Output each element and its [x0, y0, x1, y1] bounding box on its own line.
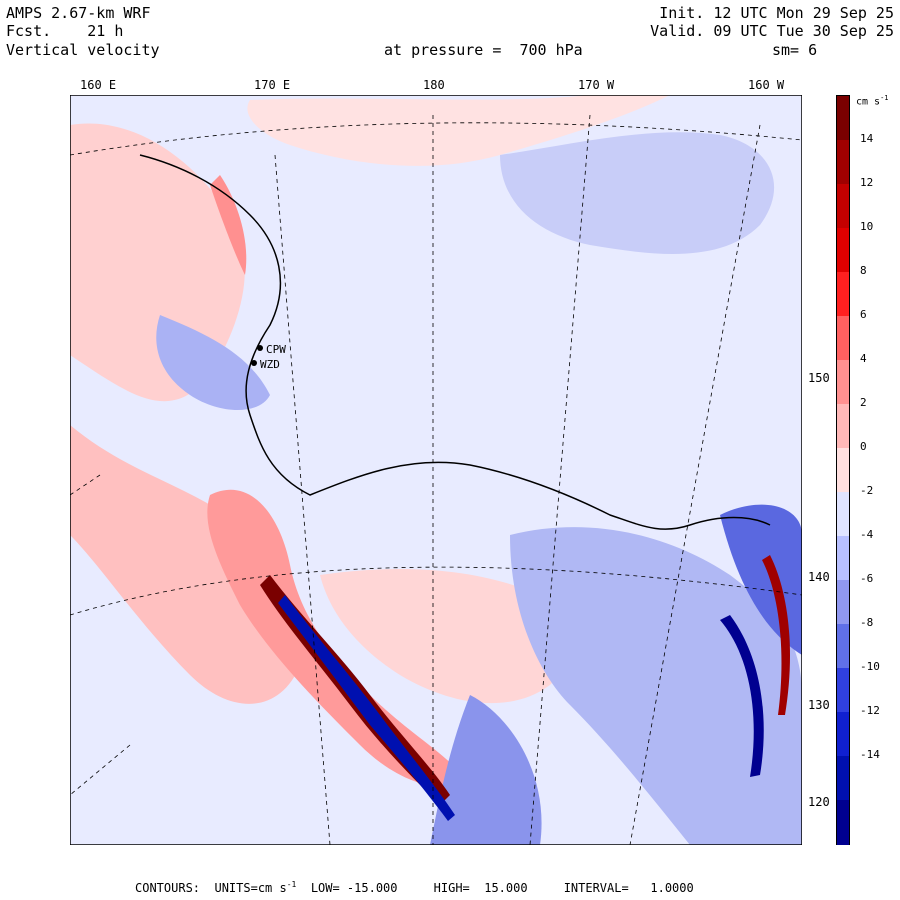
colorbar-tick-label: 4 [860, 352, 867, 365]
colorbar-tick-label: 12 [860, 176, 874, 189]
blue-region-northeast [500, 132, 775, 254]
red-region-north [247, 95, 671, 166]
updraft-band-east [762, 555, 790, 715]
graticule [70, 114, 802, 845]
pressure-level: at pressure = 700 hPa [384, 41, 583, 59]
contour-low: LOW= -15.000 [310, 881, 398, 895]
contour-units: CONTOURS: UNITS=cm s [135, 881, 287, 895]
colorbar-tick-label: -8 [860, 616, 874, 629]
blue-region-south [430, 695, 542, 845]
colorbar-segment [837, 668, 849, 713]
colorbar-segment [837, 404, 849, 449]
colorbar-segment [837, 492, 849, 537]
red-region-west [70, 425, 303, 704]
colorbar-tick-label: 0 [860, 440, 867, 453]
red-region-ross [320, 569, 575, 704]
colorbar-tick-label: -4 [860, 528, 874, 541]
colorbar-unit-exponent: -1 [880, 94, 889, 102]
contour-units-exponent: -1 [286, 880, 297, 889]
intense-downdraft-band [278, 595, 455, 821]
colorbar-segment [837, 272, 849, 317]
colorbar-tick-label: -14 [860, 748, 880, 761]
colorbar-segment [837, 360, 849, 405]
colorbar-tick-label: -6 [860, 572, 874, 585]
coastline [139, 154, 771, 530]
red-region-ridge [207, 489, 470, 788]
station-wzd-marker [251, 360, 257, 366]
colorbar-unit-text: cm s [856, 96, 881, 108]
colorbar-segment [837, 96, 849, 141]
vertical-velocity-map: CPW WZD [70, 95, 802, 845]
colorbar [836, 95, 850, 845]
station-cpw-marker [257, 345, 263, 351]
red-region-northwest [70, 123, 245, 402]
colorbar-tick-label: 2 [860, 396, 867, 409]
colorbar-segment [837, 228, 849, 273]
model-title: AMPS 2.67-km WRF [6, 4, 151, 22]
contour-high: HIGH= 15.000 [433, 881, 528, 895]
station-cpw-label: CPW [266, 343, 286, 356]
colorbar-tick-label: 8 [860, 264, 867, 277]
blue-region-west-waves [156, 315, 270, 410]
blue-region-east [510, 527, 802, 845]
field-name: Vertical velocity [6, 41, 160, 59]
forecast-hour: Fcst. 21 h [6, 22, 124, 40]
colorbar-segment [837, 624, 849, 669]
colorbar-segment [837, 536, 849, 581]
contour-interval: INTERVAL= 1.0000 [563, 881, 694, 895]
colorbar-tick-label: 14 [860, 132, 874, 145]
lon-label-180: 180 [423, 78, 445, 92]
lon-label-170w: 170 W [578, 78, 615, 92]
colorbar-tick-label: -2 [860, 484, 874, 497]
colorbar-segment [837, 800, 849, 845]
colorbar-segment [837, 580, 849, 625]
colorbar-segment [837, 184, 849, 229]
colorbar-tick-label: 6 [860, 308, 867, 321]
colorbar-segment [837, 140, 849, 185]
lon-label-160e: 160 E [80, 78, 117, 92]
colorbar-segment [837, 712, 849, 757]
station-wzd-label: WZD [260, 358, 280, 371]
colorbar-segment [837, 316, 849, 361]
colorbar-unit: cm s-1 [856, 94, 889, 107]
colorbar-tick-label: -10 [860, 660, 880, 673]
downdraft-band-east [720, 615, 764, 777]
smoothing: sm= 6 [772, 41, 818, 59]
valid-time: Valid. 09 UTC Tue 30 Sep 25 [650, 22, 894, 40]
lon-label-160w: 160 W [748, 78, 785, 92]
colorbar-tick-label: -12 [860, 704, 880, 717]
lon-label-170e: 170 E [254, 78, 291, 92]
colorbar-segment [837, 756, 849, 801]
init-time: Init. 12 UTC Mon 29 Sep 25 [659, 4, 894, 22]
updraft-north-coast [210, 175, 247, 275]
colorbar-segment [837, 448, 849, 493]
contour-info: CONTOURS: UNITS=cm s-1 LOW= -15.000 HIGH… [135, 880, 694, 895]
colorbar-tick-label: 10 [860, 220, 874, 233]
